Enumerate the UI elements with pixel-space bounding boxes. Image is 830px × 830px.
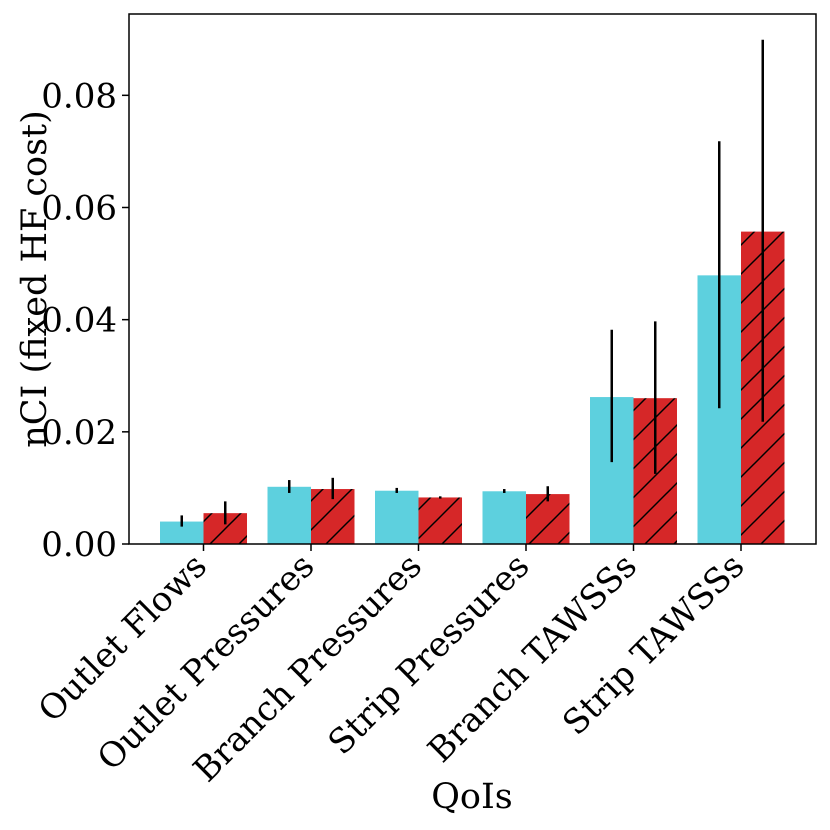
y-axis: 0.00 0.02 0.04 0.06 0.08 bbox=[41, 76, 129, 565]
x-tick-label: Strip TAWSSs bbox=[555, 546, 752, 743]
x-tick-label: Strip Pressures bbox=[321, 546, 538, 763]
bar-2-3 bbox=[418, 497, 462, 544]
bar-group bbox=[160, 231, 785, 544]
y-tick-label: 0.00 bbox=[41, 525, 117, 565]
x-axis-title: QoIs bbox=[431, 777, 513, 817]
y-tick-label: 0.02 bbox=[41, 413, 117, 453]
bar-1-1 bbox=[160, 521, 204, 544]
bar-1-3 bbox=[375, 490, 419, 544]
plot-frame bbox=[128, 13, 817, 545]
y-tick-label: 0.08 bbox=[41, 76, 117, 116]
y-axis-title: nCI (fixed HF cost) bbox=[15, 110, 55, 448]
error-bar-group bbox=[180, 39, 764, 527]
bar-1-4 bbox=[482, 491, 526, 544]
y-tick-label: 0.06 bbox=[41, 188, 117, 228]
bar-2-4 bbox=[526, 494, 570, 544]
bar-1-2 bbox=[267, 486, 311, 544]
y-tick-label: 0.04 bbox=[41, 301, 117, 341]
